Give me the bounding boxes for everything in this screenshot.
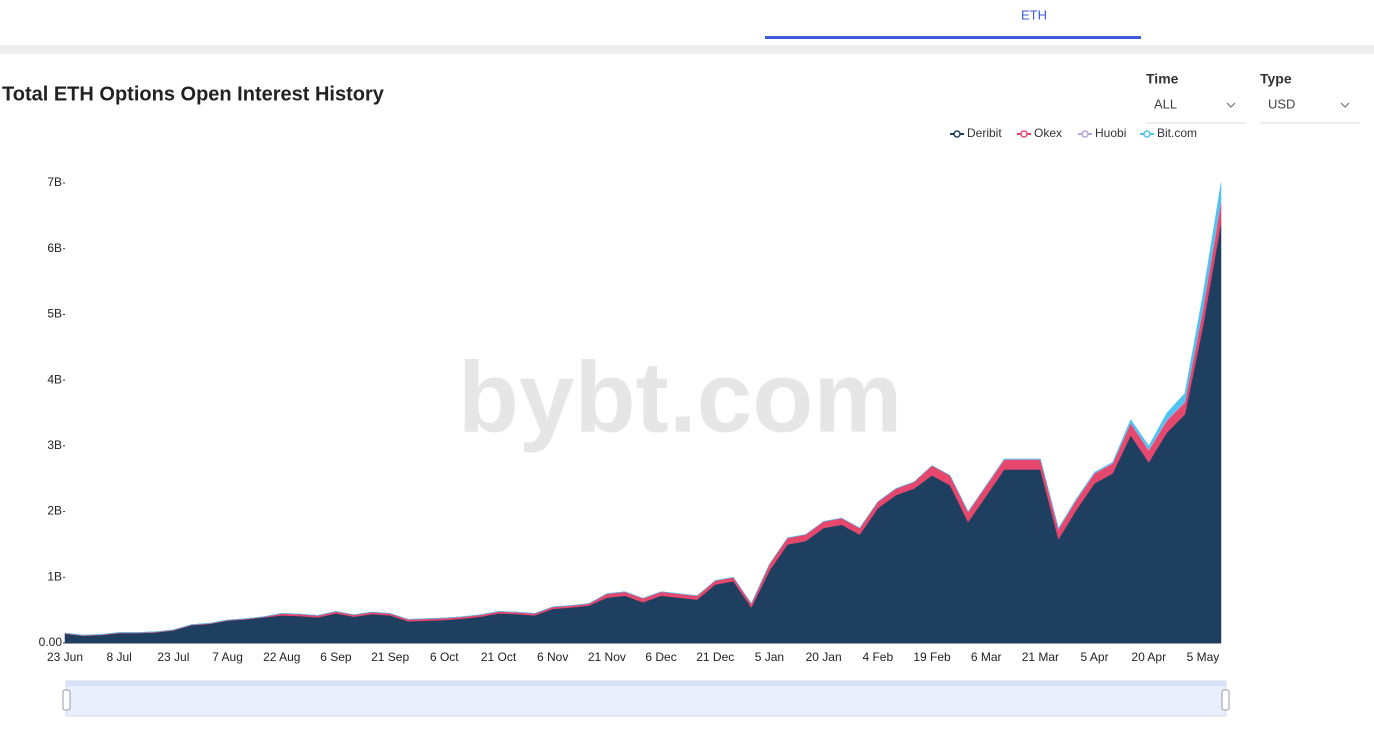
x-tick-label: 6 Oct: [430, 650, 459, 664]
chart-title: Total ETH Options Open Interest History: [2, 83, 385, 105]
legend-item[interactable]: Okex: [1017, 126, 1062, 140]
x-tick-label: 6 Dec: [645, 650, 676, 664]
x-tick-label: 20 Jan: [806, 650, 842, 664]
control-value: USD: [1268, 96, 1295, 111]
plot: 0.00 1B 2B 3B 4B 5B 6B 7B 23 Jun 8 Jul 23 Jul 7 Aug…: [39, 175, 1222, 664]
x-tick-label: 21 Sep: [371, 650, 409, 664]
y-tick-label: 3B: [47, 438, 62, 452]
legend-label: Okex: [1034, 126, 1062, 140]
x-tick-label: 23 Jul: [157, 650, 189, 664]
y-tick-label: 6B: [47, 241, 62, 255]
legend-item[interactable]: Bit.com: [1140, 126, 1197, 140]
x-tick-label: 4 Feb: [862, 650, 893, 664]
y-tick-label: 2B: [47, 504, 62, 518]
slider-bar: [66, 681, 1226, 686]
tab-underline: [765, 36, 1141, 39]
zoom-slider[interactable]: [62, 680, 1230, 717]
tab-label[interactable]: ETH: [1021, 7, 1047, 22]
x-tick-label: 21 Nov: [588, 650, 626, 664]
x-tick-label: 5 Jan: [755, 650, 784, 664]
type-select[interactable]: Type USD: [1260, 71, 1360, 124]
slider-handle[interactable]: [62, 689, 71, 711]
slider-track: [65, 680, 1227, 717]
legend-item[interactable]: Deribit: [950, 126, 1002, 140]
x-tick-label: 5 May: [1187, 650, 1220, 664]
x-tick-label: 19 Feb: [913, 650, 951, 664]
control-value: ALL: [1154, 96, 1177, 111]
y-tick-label: 5B: [47, 307, 62, 321]
y-tick-label: 1B: [47, 569, 62, 583]
x-tick-label: 8 Jul: [107, 650, 132, 664]
x-tick-label: 22 Aug: [263, 650, 300, 664]
divider: [0, 45, 1374, 54]
legend-item[interactable]: Huobi: [1078, 126, 1126, 140]
legend-label: Bit.com: [1157, 126, 1197, 140]
x-tick-label: 23 Jun: [47, 650, 83, 664]
time-select[interactable]: Time ALL: [1146, 71, 1246, 124]
x-tick-label: 21 Mar: [1022, 650, 1059, 664]
legend-label: Deribit: [967, 126, 1002, 140]
control-label: Time: [1146, 71, 1179, 87]
x-tick-label: 5 Apr: [1081, 650, 1109, 664]
y-tick-label: 4B: [47, 372, 62, 386]
x-tick-label: 7 Aug: [212, 650, 243, 664]
legend-label: Huobi: [1095, 126, 1126, 140]
x-tick-label: 6 Sep: [320, 650, 352, 664]
area: [64, 182, 1222, 636]
legend-marker: [953, 130, 961, 138]
y-tick-label: 0.00: [39, 635, 63, 649]
chevron: [1340, 102, 1350, 108]
watermark: bybt.com: [458, 341, 902, 453]
legend-marker: [1143, 130, 1151, 138]
x-tick-label: 21 Oct: [481, 650, 517, 664]
legend-marker: [1020, 130, 1028, 138]
chevron: [1226, 102, 1236, 108]
x-tick-label: 6 Nov: [537, 650, 568, 664]
x-tick-label: 20 Apr: [1131, 650, 1166, 664]
x-tick-label: 6 Mar: [971, 650, 1002, 664]
control-label: Type: [1260, 71, 1292, 87]
legend-marker: [1081, 130, 1089, 138]
y-tick-label: 7B: [47, 175, 62, 189]
slider-handle[interactable]: [1221, 689, 1230, 711]
x-tick-label: 21 Dec: [696, 650, 734, 664]
